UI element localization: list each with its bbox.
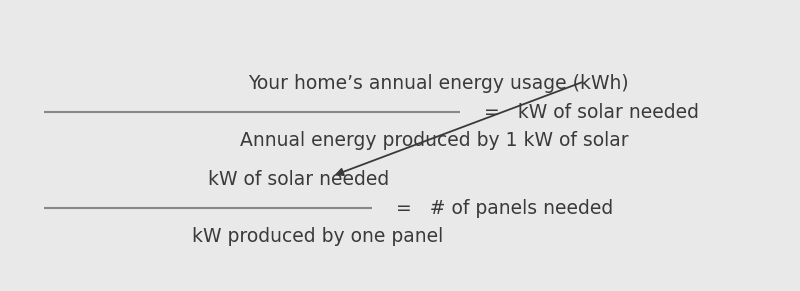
Text: kW of solar needed: kW of solar needed	[208, 170, 390, 189]
Text: Your home’s annual energy usage (kWh): Your home’s annual energy usage (kWh)	[248, 74, 629, 93]
Text: Annual energy produced by 1 kW of solar: Annual energy produced by 1 kW of solar	[240, 131, 629, 150]
Text: =   # of panels needed: = # of panels needed	[396, 198, 614, 218]
Text: =   kW of solar needed: = kW of solar needed	[484, 102, 699, 122]
Text: kW produced by one panel: kW produced by one panel	[192, 227, 443, 246]
